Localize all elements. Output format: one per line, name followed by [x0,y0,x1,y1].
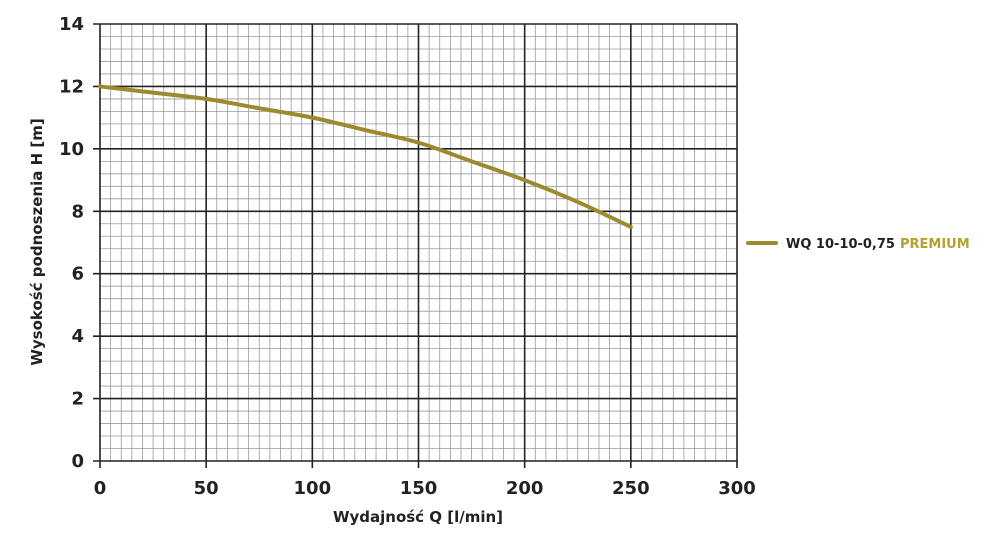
legend: WQ 10-10-0,75 PREMIUM [746,237,970,252]
x-axis-label: Wydajność Q [l/min] [333,508,503,526]
x-tick-labels: 0 50 100 150 200 250 300 [94,478,756,499]
major-grid [93,23,738,468]
legend-entry: WQ 10-10-0,75 PREMIUM [786,237,970,252]
legend-series-name: WQ 10-10-0,75 [786,237,895,252]
y-tick-label: 6 [71,264,84,285]
y-tick-label: 8 [71,201,84,222]
y-tick-label: 12 [59,76,84,97]
x-tick-label: 200 [506,478,544,499]
y-tick-labels: 0 2 4 6 8 10 12 14 [59,14,84,472]
legend-series-suffix: PREMIUM [900,237,970,252]
y-tick-label: 4 [71,326,84,347]
series-layer [98,84,633,229]
y-tick-label: 2 [71,389,84,410]
y-tick-label: 14 [59,14,84,35]
y-axis-label: Wysokość podnoszenia H [m] [28,118,46,365]
x-tick-label: 250 [612,478,650,499]
x-tick-label: 100 [294,478,332,499]
x-tick-label: 300 [718,478,756,499]
y-tick-label: 0 [71,451,84,472]
x-tick-label: 0 [94,478,107,499]
y-tick-label: 10 [59,139,84,160]
x-tick-label: 150 [400,478,438,499]
series-line [98,84,633,229]
x-tick-label: 50 [194,478,219,499]
